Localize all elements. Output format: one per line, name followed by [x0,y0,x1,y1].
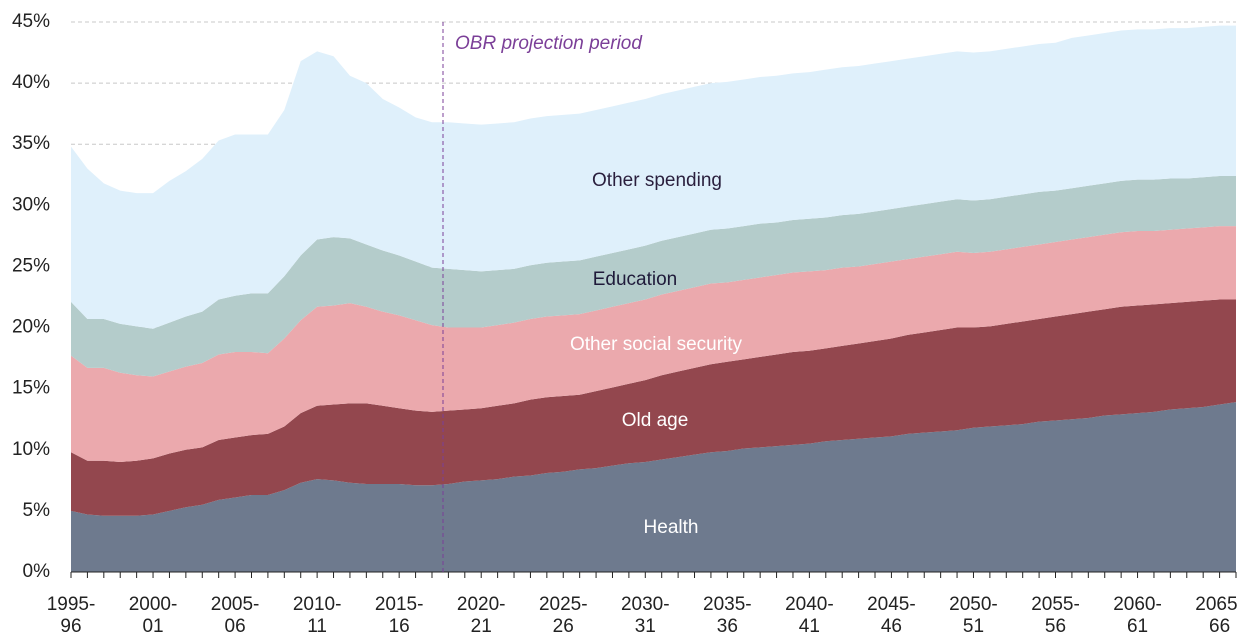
series-label: Old age [622,410,689,431]
y-tick-label: 30% [12,194,50,215]
series-label: Health [644,517,699,538]
y-tick-label: 25% [12,255,50,276]
x-tick-label: 2040-41 [785,594,834,637]
y-tick-label: 0% [23,561,51,582]
y-tick-label: 5% [23,500,51,521]
x-tick-label: 1995-96 [46,594,96,637]
x-tick-label: 2005-06 [210,594,260,637]
area [71,402,1236,572]
series-label: Education [593,269,678,290]
x-tick-label: 2035-36 [703,594,752,637]
area [71,176,1236,377]
y-tick-label: 10% [12,439,50,460]
y-tick-label: 35% [12,133,50,154]
x-tick-label: 2030-31 [620,594,670,637]
x-tick-label: 2045-46 [867,594,916,637]
x-tick-label: 2060-61 [1113,594,1162,637]
area [71,226,1236,462]
y-tick-label: 40% [12,72,50,93]
x-tick-label: 2065-66 [1195,594,1238,637]
x-tick-label: 2015-16 [374,594,424,637]
x-tick-label: 2055-56 [1031,594,1080,637]
annotation: OBR projection period [455,33,643,54]
series-label: Other social security [570,334,743,355]
y-tick-label: 20% [12,317,50,338]
x-tick-label: 2010-11 [292,594,342,637]
x-tick-label: 2000-01 [128,594,178,637]
x-tick-label: 2020-21 [456,594,506,637]
x-tick-label: 2025-26 [538,594,588,637]
y-tick-label: 15% [12,378,50,399]
series-label: Other spending [592,170,722,191]
y-tick-label: 45% [12,11,50,32]
x-tick-label: 2050-51 [949,594,998,637]
area [71,299,1236,516]
area [71,25,1236,329]
